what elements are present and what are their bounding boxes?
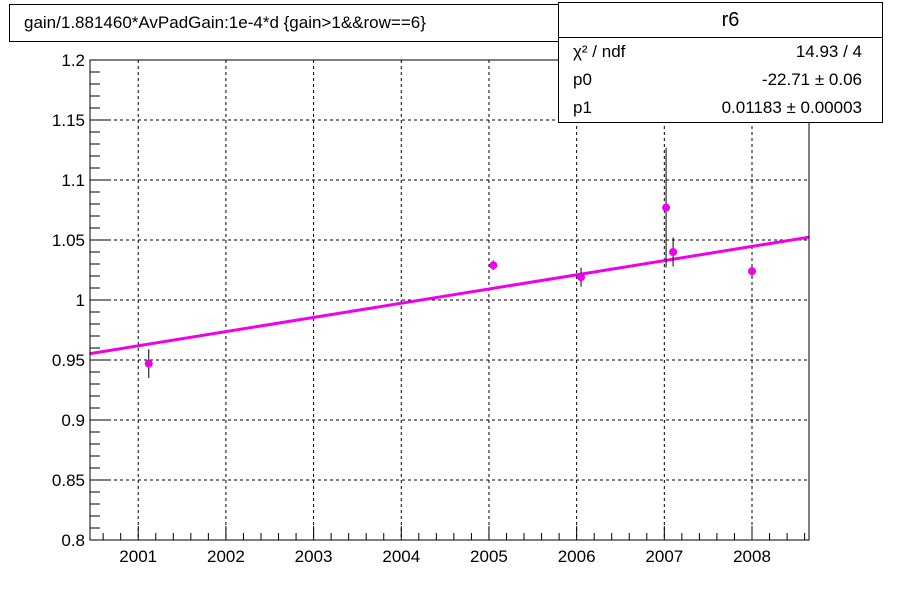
stats-value-p1: 0.01183 ± 0.00003 xyxy=(721,98,862,117)
data-point xyxy=(669,248,678,256)
grid-lines xyxy=(90,60,809,540)
stats-label-chi2: χ² / ndf xyxy=(573,42,626,61)
data-point xyxy=(577,273,586,282)
y-tick-label: 1 xyxy=(76,291,85,310)
x-tick-label: 2004 xyxy=(382,547,420,566)
plot-title: gain/1.881460*AvPadGain:1e-4*d {gain>1&&… xyxy=(9,4,637,42)
y-tick-label: 0.85 xyxy=(52,471,85,490)
plot-frame xyxy=(89,59,810,541)
x-tick-label: 2002 xyxy=(207,547,245,566)
y-tick-label: 0.95 xyxy=(52,351,85,370)
data-point xyxy=(748,267,757,276)
x-tick-label: 2001 xyxy=(119,547,157,566)
y-tick-label: 1.2 xyxy=(61,51,85,70)
data-point xyxy=(489,261,498,270)
fit-line xyxy=(89,235,810,356)
data-point xyxy=(662,203,671,212)
stats-value-chi2: 14.93 / 4 xyxy=(795,42,862,61)
fit-line-group xyxy=(89,235,810,356)
y-tick-label: 1.1 xyxy=(61,171,85,190)
x-tick-label: 2007 xyxy=(645,547,683,566)
plot-title-text: gain/1.881460*AvPadGain:1e-4*d {gain>1&&… xyxy=(24,13,426,32)
x-tick-label: 2006 xyxy=(558,547,596,566)
data-points xyxy=(144,147,757,378)
x-tick-label: 2008 xyxy=(733,547,771,566)
x-tick-label: 2005 xyxy=(470,547,508,566)
stats-name: r6 xyxy=(559,3,882,38)
stats-value-p0: -22.71 ± 0.06 xyxy=(761,70,862,89)
y-tick-label: 0.8 xyxy=(61,531,85,550)
stats-row-p1: p1 0.01183 ± 0.00003 xyxy=(559,94,882,122)
y-axis-ticks: 0.8 0.85 0.9 0.95 1 1.05 1.1 1.15 1.2 xyxy=(52,51,110,550)
data-point xyxy=(144,359,153,368)
y-tick-label: 0.9 xyxy=(61,411,85,430)
axes xyxy=(89,59,810,541)
stats-label-p0: p0 xyxy=(573,70,592,89)
stats-row-p0: p0 -22.71 ± 0.06 xyxy=(559,66,882,94)
x-axis-ticks: 2001 2002 2003 2004 2005 2006 2007 2008 xyxy=(102,526,806,566)
y-tick-label: 1.15 xyxy=(52,111,85,130)
y-tick-label: 1.05 xyxy=(52,231,85,250)
stats-label-p1: p1 xyxy=(573,98,592,117)
x-tick-label: 2003 xyxy=(295,547,333,566)
stats-row-chi2: χ² / ndf 14.93 / 4 xyxy=(559,38,882,66)
stats-box: r6 χ² / ndf 14.93 / 4 p0 -22.71 ± 0.06 p… xyxy=(558,2,883,123)
